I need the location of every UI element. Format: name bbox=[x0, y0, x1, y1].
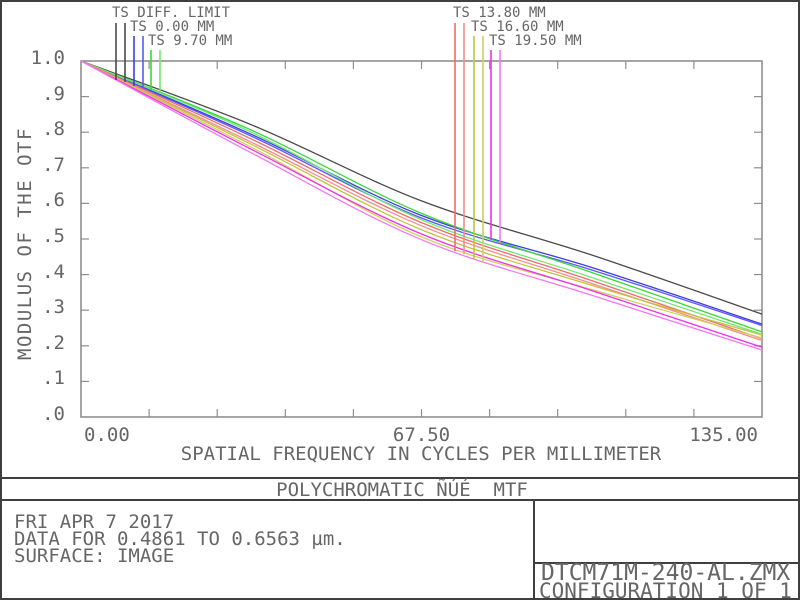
footer-right-divider bbox=[533, 562, 798, 564]
titlebar-bottom-divider bbox=[2, 499, 798, 501]
y-tick-label: .1 bbox=[42, 367, 65, 390]
mtf-curve bbox=[80, 60, 763, 336]
x-tick-label: 0.00 bbox=[84, 424, 130, 446]
y-tick-label: .2 bbox=[42, 331, 65, 354]
footer-date: FRI APR 7 2017 bbox=[14, 511, 175, 533]
mtf-curve bbox=[80, 60, 763, 327]
mtf-curve bbox=[80, 60, 763, 315]
footer-configuration: CONFIGURATION 1 OF 1 bbox=[539, 579, 792, 600]
y-tick-label: .0 bbox=[42, 403, 65, 425]
legend-label: TS 9.70 MM bbox=[148, 33, 233, 49]
y-tick-label: .7 bbox=[42, 153, 65, 176]
footer-data-range: DATA FOR 0.4861 TO 0.6563 µm. bbox=[14, 528, 346, 550]
y-tick-label: .8 bbox=[42, 118, 65, 141]
legend-label: TS 19.50 MM bbox=[489, 33, 582, 49]
x-tick-label: 67.50 bbox=[392, 424, 451, 446]
legend-label: TS DIFF. LIMIT bbox=[112, 5, 231, 21]
footer-surface: SURFACE: IMAGE bbox=[14, 545, 175, 567]
y-tick-label: .9 bbox=[42, 82, 65, 105]
y-axis-title: MODULUS OF THE OTF bbox=[14, 127, 36, 360]
y-tick-label: .5 bbox=[42, 225, 65, 247]
y-tick-label: .6 bbox=[42, 189, 65, 212]
titlebar-top-divider bbox=[2, 477, 798, 479]
footer-vertical-divider bbox=[533, 499, 535, 598]
legend-label: TS 16.60 MM bbox=[471, 19, 564, 35]
x-axis-title: SPATIAL FREQUENCY IN CYCLES PER MILLIMET… bbox=[180, 443, 662, 465]
footer-filename: DTCM71M-240-AL.ZMX bbox=[541, 560, 791, 586]
mtf-curve bbox=[80, 60, 763, 333]
mtf-curve bbox=[80, 60, 763, 339]
mtf-curve bbox=[80, 60, 763, 340]
y-tick-label: 1.0 bbox=[30, 47, 65, 69]
mtf-curve bbox=[80, 60, 763, 325]
mtf-curve bbox=[80, 60, 763, 348]
y-tick-label: .4 bbox=[42, 260, 65, 283]
chart-title: POLYCHROMATIC ÑÚÉ MTF bbox=[276, 479, 528, 501]
legend-label: TS 13.80 MM bbox=[453, 5, 546, 21]
y-tick-label: .3 bbox=[42, 296, 65, 319]
legend-label: TS 0.00 MM bbox=[130, 19, 215, 35]
mtf-curve bbox=[80, 60, 763, 351]
mtf-curve bbox=[80, 60, 763, 336]
x-tick-label: 135.00 bbox=[689, 424, 758, 446]
